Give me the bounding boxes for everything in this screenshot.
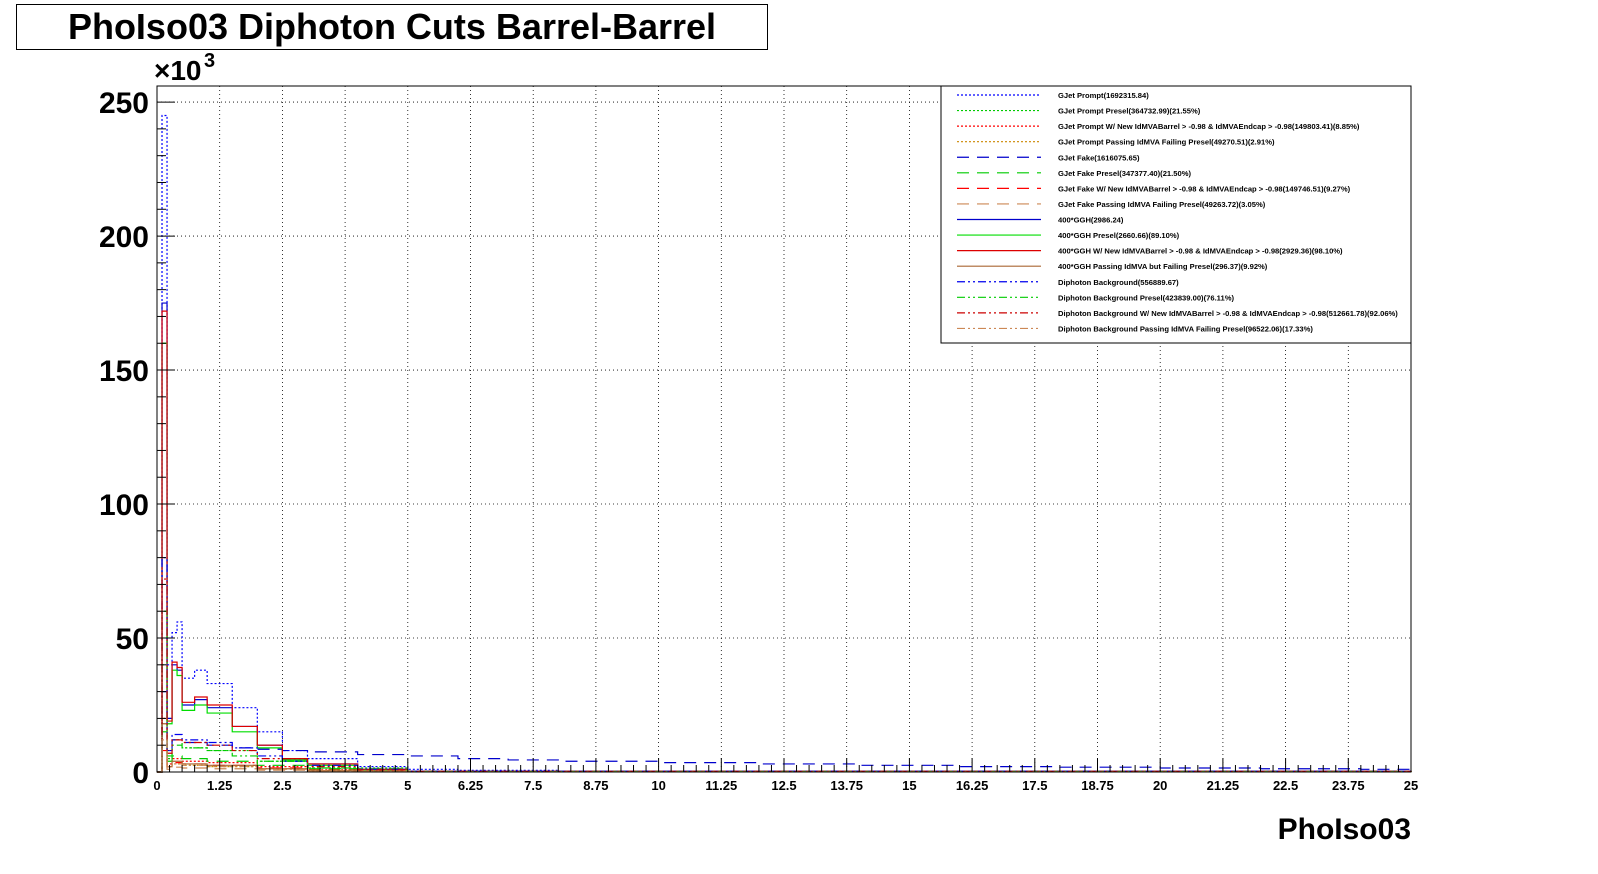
legend-entry-label: GJet Prompt(1692315.84) — [1058, 91, 1149, 100]
legend-entry-label: GJet Fake W/ New IdMVABarrel > -0.98 & I… — [1058, 184, 1351, 193]
y-tick-label: 150 — [99, 355, 149, 388]
series-line — [157, 114, 1412, 773]
y-multiplier-label: ×10 — [154, 55, 202, 86]
x-tick-label: 22.5 — [1273, 778, 1298, 793]
x-tick-label: 12.5 — [771, 778, 796, 793]
legend-entry-label: GJet Fake Passing IdMVA Failing Presel(4… — [1058, 200, 1266, 209]
series-line — [157, 578, 1412, 773]
series-line — [157, 302, 1412, 773]
x-tick-label: 18.75 — [1081, 778, 1114, 793]
x-tick-label: 1.25 — [207, 778, 232, 793]
x-tick-label: 5 — [404, 778, 411, 793]
x-tick-label: 8.75 — [583, 778, 608, 793]
legend: GJet Prompt(1692315.84) GJet Prompt Prese… — [940, 85, 1412, 344]
legend-box — [940, 85, 1412, 344]
legend-entry-label: 400*GGH Presel(2660.66)(89.10%) — [1058, 231, 1180, 240]
legend-entry-label: GJet Prompt W/ New IdMVABarrel > -0.98 &… — [1058, 122, 1360, 131]
y-tick-label: 0 — [132, 757, 149, 790]
series-line — [157, 610, 1412, 773]
x-tick-label: 7.5 — [524, 778, 542, 793]
y-tick-label: 100 — [99, 489, 149, 522]
legend-entry-label: GJet Fake Presel(347377.40)(21.50%) — [1058, 169, 1191, 178]
axes: 0 1.25 2.5 3.75 5 6.25 7.5 8.75 10 11.25 12.5 13.75… — [99, 50, 1418, 846]
y-tick-label: 50 — [116, 623, 149, 656]
y-tick-label: 200 — [99, 221, 149, 254]
x-axis-title: PhoIso03 — [1278, 813, 1411, 846]
legend-entry-label: GJet Prompt Passing IdMVA Failing Presel… — [1058, 138, 1275, 147]
legend-entry-label: Diphoton Background Passing IdMVA Failin… — [1058, 324, 1313, 333]
series-line — [157, 691, 1412, 773]
x-tick-label: 20 — [1153, 778, 1167, 793]
legend-entry-label: GJet Prompt Presel(364732.99)(21.55%) — [1058, 107, 1201, 116]
x-tick-label: 3.75 — [332, 778, 357, 793]
x-tick-label: 23.75 — [1332, 778, 1365, 793]
x-tick-label: 17.5 — [1022, 778, 1047, 793]
series-line — [157, 342, 1412, 773]
x-tick-label: 11.25 — [705, 778, 737, 793]
chart-title: PhoIso03 Diphoton Cuts Barrel-Barrel — [67, 6, 717, 47]
legend-entry-label: 400*GGH W/ New IdMVABarrel > -0.98 & IdM… — [1058, 247, 1343, 256]
legend-entry-label: Diphoton Background Presel(423839.00)(76… — [1058, 293, 1234, 302]
legend-entry-label: 400*GGH Passing IdMVA but Failing Presel… — [1058, 262, 1268, 271]
legend-entry-label: Diphoton Background(556889.67) — [1058, 278, 1179, 287]
x-tick-label: 25 — [1404, 778, 1418, 793]
legend-entry-label: GJet Fake(1616075.65) — [1058, 153, 1140, 162]
x-tick-label: 15 — [902, 778, 916, 793]
x-tick-label: 2.5 — [273, 778, 291, 793]
legend-entry-label: Diphoton Background W/ New IdMVABarrel >… — [1058, 309, 1398, 318]
legend-entry-label: 400*GGH(2986.24) — [1058, 216, 1124, 225]
x-tick-label: 16.25 — [956, 778, 989, 793]
x-tick-label: 0 — [153, 778, 160, 793]
y-multiplier-exponent: 3 — [204, 50, 215, 72]
y-tick-label: 250 — [99, 87, 149, 120]
chart-title-box: PhoIso03 Diphoton Cuts Barrel-Barrel — [16, 4, 768, 50]
x-tick-label: 10 — [651, 778, 665, 793]
x-tick-label: 6.25 — [458, 778, 483, 793]
x-tick-label: 13.75 — [830, 778, 863, 793]
x-tick-label: 21.25 — [1207, 778, 1240, 793]
series-line — [157, 557, 1412, 773]
